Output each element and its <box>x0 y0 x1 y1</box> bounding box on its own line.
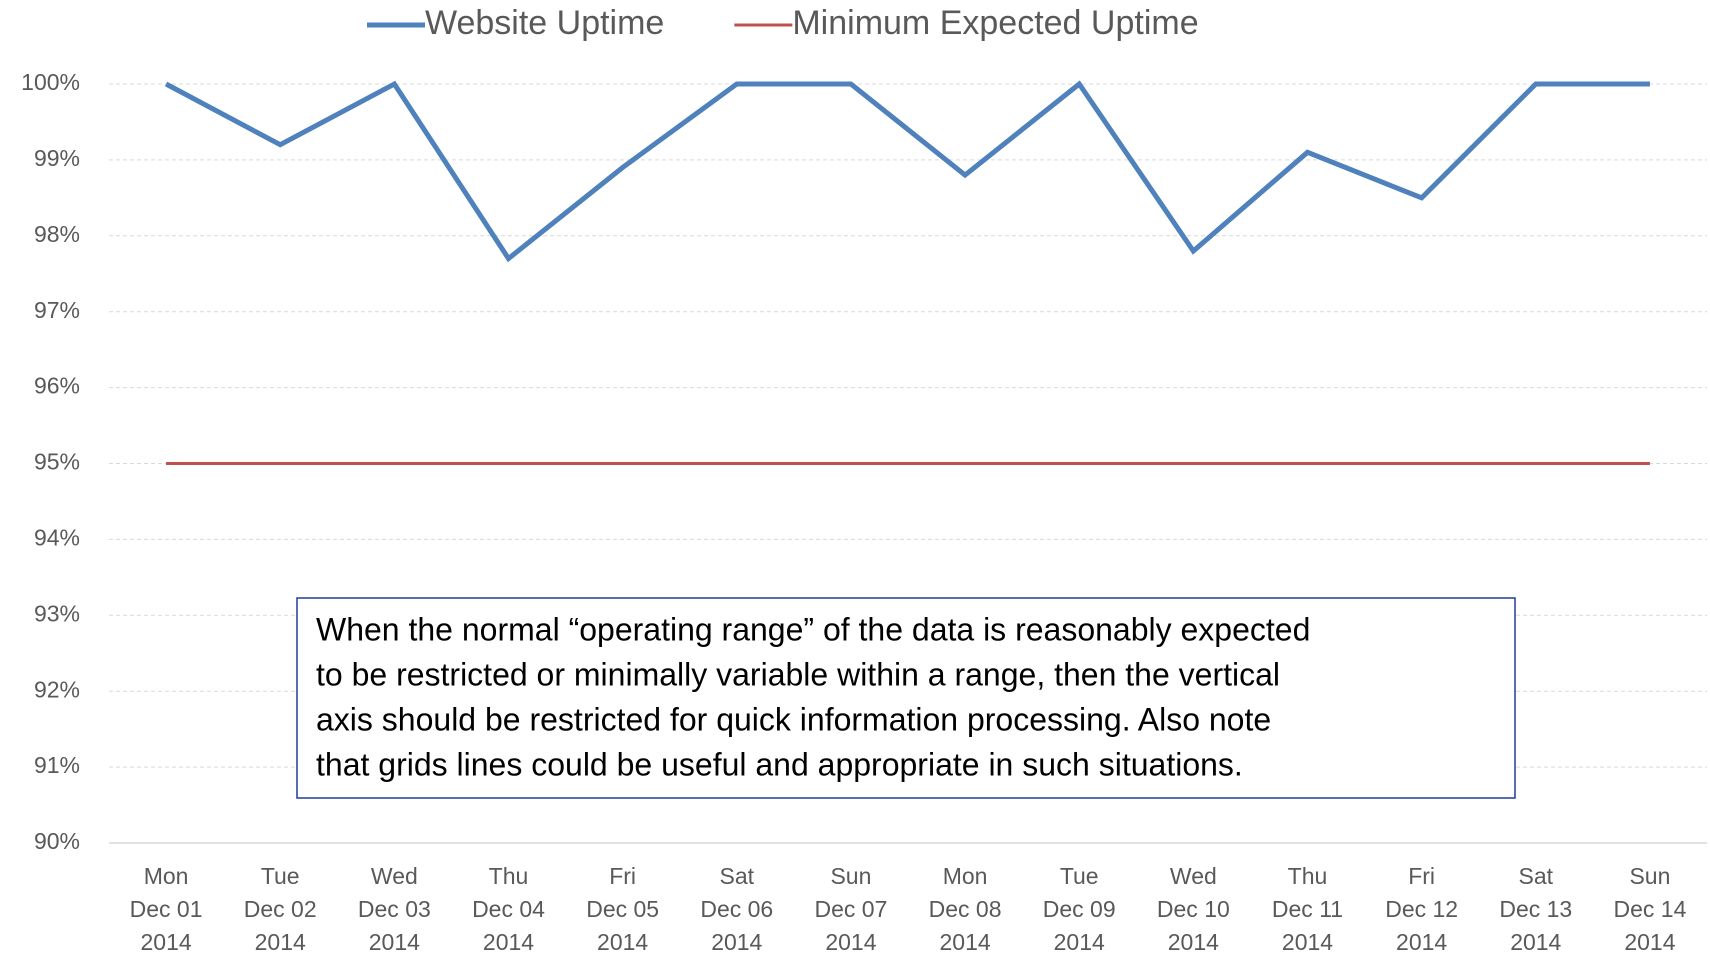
y-tick-label: 94% <box>34 524 80 550</box>
x-tick-label: 2014 <box>1396 929 1447 955</box>
legend-label: Website Uptime <box>425 4 664 42</box>
x-tick-label: Wed <box>371 863 418 889</box>
x-tick-label: Tue <box>1060 863 1099 889</box>
y-tick-label: 95% <box>34 449 80 475</box>
x-tick-label: 2014 <box>939 929 990 955</box>
x-tick-label: Fri <box>609 863 636 889</box>
y-tick-label: 91% <box>34 752 80 778</box>
x-tick-label: Dec 03 <box>358 896 431 922</box>
x-tick-label: Thu <box>489 863 529 889</box>
y-tick-label: 96% <box>34 373 80 399</box>
x-tick-label: Fri <box>1408 863 1435 889</box>
x-tick-label: Dec 13 <box>1499 896 1572 922</box>
x-tick-label: 2014 <box>1282 929 1333 955</box>
y-tick-label: 98% <box>34 221 80 247</box>
x-tick-label: Mon <box>943 863 988 889</box>
x-tick-label: Dec 08 <box>929 896 1002 922</box>
x-tick-label: Dec 10 <box>1157 896 1230 922</box>
x-tick-label: 2014 <box>1168 929 1219 955</box>
x-tick-label: 2014 <box>1624 929 1675 955</box>
annotation-box <box>296 597 1516 799</box>
x-tick-label: 2014 <box>1510 929 1561 955</box>
x-tick-label: Sun <box>1629 863 1670 889</box>
x-tick-label: Mon <box>144 863 189 889</box>
x-tick-label: 2014 <box>1054 929 1105 955</box>
x-tick-label: Dec 02 <box>244 896 317 922</box>
x-tick-label: 2014 <box>369 929 420 955</box>
legend-label: Minimum Expected Uptime <box>792 4 1198 42</box>
x-tick-label: Dec 04 <box>472 896 545 922</box>
x-tick-label: Dec 14 <box>1613 896 1686 922</box>
x-tick-label: 2014 <box>483 929 534 955</box>
annotation-text: When the normal “operating range” of the… <box>316 611 1310 647</box>
x-tick-label: 2014 <box>825 929 876 955</box>
x-tick-label: 2014 <box>711 929 762 955</box>
x-tick-label: Thu <box>1288 863 1328 889</box>
x-tick-label: Sat <box>720 863 755 889</box>
x-tick-label: Dec 01 <box>130 896 203 922</box>
x-tick-label: Dec 12 <box>1385 896 1458 922</box>
x-tick-label: Dec 05 <box>586 896 659 922</box>
x-tick-label: Dec 07 <box>814 896 887 922</box>
series-line <box>164 80 1650 263</box>
x-tick-label: Sat <box>1519 863 1554 889</box>
y-tick-label: 93% <box>34 600 80 626</box>
x-tick-label: Dec 11 <box>1272 896 1343 922</box>
y-tick-label: 100% <box>21 69 80 95</box>
x-tick-label: Dec 06 <box>700 896 773 922</box>
x-tick-label: 2014 <box>597 929 648 955</box>
y-tick-label: 92% <box>34 676 80 702</box>
x-tick-label: Tue <box>261 863 300 889</box>
x-tick-label: Sun <box>830 863 871 889</box>
y-tick-label: 97% <box>34 297 80 323</box>
y-tick-label: 90% <box>34 828 80 854</box>
x-tick-label: Dec 09 <box>1043 896 1116 922</box>
annotation-text: to be restricted or minimally variable w… <box>316 656 1280 692</box>
x-tick-label: 2014 <box>255 929 306 955</box>
annotation-text: axis should be restricted for quick info… <box>316 701 1271 737</box>
x-tick-label: Wed <box>1170 863 1217 889</box>
y-tick-label: 99% <box>34 145 80 171</box>
annotation-text: that grids lines could be useful and app… <box>316 746 1243 782</box>
x-tick-label: 2014 <box>140 929 191 955</box>
